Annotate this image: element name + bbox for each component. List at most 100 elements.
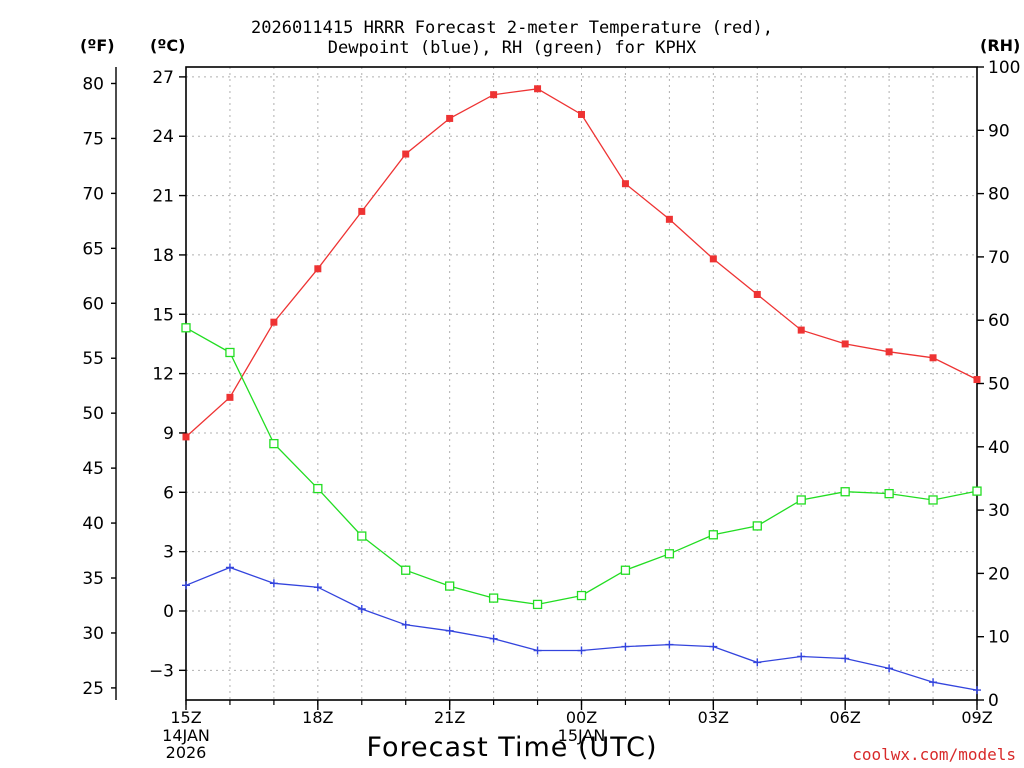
temperature-point-0 [182, 433, 190, 441]
fahrenheit-tick-label: 45 [82, 459, 104, 479]
fahrenheit-tick-label: 60 [82, 294, 104, 314]
x-tick-sublabel: 15JAN [558, 726, 606, 745]
celsius-tick-label: 6 [163, 483, 174, 503]
rh-tick-label: 90 [988, 121, 1010, 141]
temperature-point-8 [534, 85, 542, 93]
x-tick-sublabel: 14JAN [162, 726, 210, 745]
celsius-tick-label: 0 [163, 602, 174, 622]
rh-point-8 [532, 599, 543, 610]
fahrenheit-tick-label: 80 [82, 74, 104, 94]
celsius-tick-label: 15 [152, 305, 174, 325]
celsius-tick-label: 3 [163, 543, 174, 563]
dewpoint-point-6 [445, 626, 454, 635]
dewpoint-point-8 [533, 646, 542, 655]
dewpoint-point-18 [973, 686, 981, 695]
celsius-tick-label: 27 [152, 68, 174, 88]
x-tick-label: 21Z [434, 708, 465, 727]
x-tick-label: 18Z [302, 708, 333, 727]
dewpoint-point-0 [182, 581, 190, 590]
rh-point-2 [269, 438, 279, 449]
rh-tick-label: 20 [988, 564, 1010, 584]
fahrenheit-tick-label: 65 [82, 239, 104, 259]
rh-point-6 [445, 581, 455, 591]
celsius-tick-label: −3 [149, 661, 174, 681]
dewpoint-point-4 [357, 605, 366, 614]
temperature-point-1 [226, 393, 234, 401]
celsius-tick-label: 12 [152, 365, 174, 385]
temperature-point-2 [270, 318, 278, 326]
rh-point-10 [620, 565, 631, 575]
celsius-unit-label: (ºC) [150, 36, 186, 55]
rh-point-1 [225, 347, 235, 358]
fahrenheit-unit-label: (ºF) [80, 36, 115, 55]
fahrenheit-tick-label: 35 [82, 569, 104, 589]
temperature-point-15 [841, 340, 849, 348]
rh-point-5 [401, 565, 411, 575]
rh-point-17 [928, 495, 938, 505]
temperature-point-17 [929, 354, 937, 362]
fahrenheit-tick-label: 70 [82, 184, 104, 204]
rh-tick-label: 70 [988, 248, 1010, 268]
fahrenheit-tick-label: 30 [82, 624, 104, 644]
x-tick-label: 06Z [830, 708, 861, 727]
temperature-point-5 [402, 150, 410, 158]
rh-point-16 [884, 488, 894, 499]
temperature-point-7 [490, 91, 498, 99]
temperature-point-13 [753, 290, 761, 298]
dewpoint-point-2 [269, 579, 278, 588]
temperature-point-10 [621, 180, 629, 188]
temperature-point-16 [885, 348, 893, 356]
dewpoint-point-5 [401, 620, 410, 629]
celsius-tick-label: 24 [152, 127, 174, 147]
rh-point-11 [664, 549, 675, 559]
dewpoint-point-16 [885, 664, 894, 673]
dewpoint-line [185, 566, 978, 691]
rh-point-7 [488, 593, 499, 603]
x-tick-label: 15Z [170, 708, 201, 727]
rh-tick-label: 80 [988, 185, 1010, 205]
x-tick-sublabel: 2026 [166, 743, 207, 762]
x-tick-label: 03Z [698, 708, 729, 727]
rh-tick-label: 40 [988, 438, 1010, 458]
grid-lines [186, 67, 977, 700]
rh-point-3 [313, 483, 323, 494]
temperature-point-9 [578, 110, 585, 118]
dewpoint-point-11 [665, 640, 674, 649]
rh-point-0 [181, 323, 191, 333]
rh-point-14 [796, 495, 806, 505]
fahrenheit-tick-label: 75 [82, 129, 104, 149]
chart-title-line-1: 2026011415 HRRR Forecast 2-meter Tempera… [251, 18, 773, 38]
dewpoint-point-17 [929, 678, 938, 687]
rh-tick-label: 50 [988, 375, 1010, 395]
fahrenheit-tick-label: 50 [82, 404, 104, 424]
dewpoint-point-14 [797, 652, 806, 661]
temperature-point-4 [358, 207, 366, 215]
x-tick-label: 09Z [961, 708, 992, 727]
dewpoint-point-9 [577, 646, 586, 655]
temperature-point-11 [665, 215, 673, 223]
temperature-point-18 [973, 376, 981, 384]
rh-line [185, 327, 978, 606]
rh-point-15 [840, 487, 850, 497]
chart-title-line-2: Dewpoint (blue), RH (green) for KPHX [327, 38, 697, 58]
dewpoint-point-12 [709, 642, 718, 651]
data-series [181, 85, 982, 695]
celsius-tick-label: 18 [152, 246, 174, 266]
rh-tick-label: 10 [988, 628, 1010, 648]
x-axis-label: Forecast Time (UTC) [366, 732, 658, 763]
temperature-line [185, 88, 978, 438]
dewpoint-point-15 [841, 654, 850, 663]
rh-point-9 [576, 590, 587, 601]
dewpoint-point-7 [489, 634, 498, 643]
axes: −3 0 3 6 9 12 15 18 21 24 27 25 30 35 40 45 50 55 60 65 70 75… [82, 58, 1020, 762]
temperature-point-12 [709, 255, 717, 263]
credit-link[interactable]: coolwx.com/models [852, 745, 1016, 764]
rh-tick-label: 30 [988, 501, 1010, 521]
celsius-tick-label: 9 [163, 424, 174, 444]
rh-tick-label: 0 [988, 691, 999, 711]
dewpoint-point-10 [621, 642, 630, 651]
temperature-point-14 [797, 326, 805, 334]
rh-tick-label: 60 [988, 311, 1010, 331]
rh-point-4 [357, 531, 367, 541]
